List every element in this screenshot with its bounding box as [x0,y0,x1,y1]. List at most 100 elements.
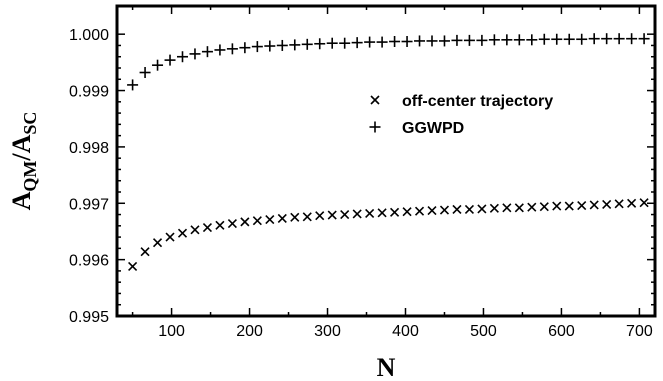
x-marker-stroke [527,202,537,212]
data-point-ggwpd [176,51,188,63]
series-ggwpd [127,33,650,91]
x-tick-label: 300 [314,323,341,340]
data-point-off-center [377,208,387,218]
legend-marker-ggwpd [369,121,381,133]
data-point-ggwpd [476,34,488,46]
data-point-off-center [439,205,450,215]
x-marker-stroke [514,203,524,213]
x-marker-stroke [215,220,225,230]
x-marker-stroke [439,205,450,215]
data-point-ggwpd [426,35,438,47]
x-marker-stroke [452,204,462,215]
x-marker-stroke [140,247,150,257]
data-point-ggwpd [152,59,164,71]
legend: off-center trajectory GGWPD [369,93,553,137]
data-point-off-center [340,209,350,220]
data-point-ggwpd [276,39,288,51]
data-point-off-center [190,225,200,235]
data-point-ggwpd [438,35,450,47]
x-marker-stroke [627,198,637,208]
y-tick-labels: 0.995 0.996 0.997 0.998 0.999 1.000 [69,27,109,326]
data-point-off-center [265,215,275,225]
data-point-off-center [414,206,425,216]
data-point-ggwpd [463,34,475,46]
data-point-ggwpd [513,34,525,46]
data-point-off-center [552,201,562,211]
x-marker-stroke [165,232,175,242]
x-marker-stroke [414,206,425,216]
x-marker-stroke [639,198,649,208]
y-axis-label-sub-qm: QM [20,161,40,192]
data-point-ggwpd [301,38,313,50]
x-marker-stroke [370,95,380,105]
data-point-off-center [165,232,175,242]
y-axis-label: AQM/ASC [7,112,40,211]
data-point-ggwpd [538,33,550,45]
data-point-ggwpd [563,33,575,45]
data-point-ggwpd [488,34,500,46]
data-point-off-center [627,198,637,208]
x-marker-stroke [390,207,400,217]
data-point-off-center [602,199,612,209]
x-marker-stroke [539,202,549,212]
x-marker-stroke [315,211,325,221]
data-point-ggwpd [226,43,238,55]
data-point-off-center [514,203,524,213]
y-tick-label: 0.995 [69,309,109,326]
x-marker-stroke [477,204,487,214]
data-point-ggwpd [451,34,463,46]
data-point-off-center [639,198,649,208]
data-point-off-center [365,208,375,218]
data-point-ggwpd [389,36,401,48]
data-point-ggwpd [339,37,351,49]
data-point-off-center [315,211,325,221]
data-point-ggwpd [551,33,563,45]
data-points [127,33,650,271]
x-marker-stroke [564,201,574,211]
data-point-ggwpd [214,44,226,56]
data-point-ggwpd [264,40,276,52]
data-point-off-center [564,201,574,211]
x-marker-stroke [177,228,188,238]
data-point-off-center [277,213,287,224]
data-point-ggwpd [588,33,600,45]
data-point-off-center [140,247,150,257]
x-marker-stroke [602,199,612,209]
data-point-off-center [390,207,400,217]
x-marker-stroke [352,209,362,219]
plot-frame [115,4,657,318]
data-point-off-center [614,199,624,209]
data-point-ggwpd [239,42,251,54]
x-marker-stroke [227,218,237,229]
x-marker-stroke [464,204,474,215]
data-point-ggwpd [189,48,201,60]
data-point-off-center [152,238,163,248]
legend-label-ggwpd: GGWPD [402,120,464,137]
data-point-off-center [402,207,412,217]
data-point-off-center [252,216,262,226]
axis-ticks [117,6,655,317]
y-axis-label-sub-sc: SC [20,112,40,135]
x-marker-stroke [577,200,587,211]
data-point-ggwpd [501,34,513,46]
data-point-off-center [589,200,599,210]
data-point-ggwpd [376,36,388,48]
data-point-off-center [215,220,225,230]
data-point-ggwpd [314,38,326,50]
data-point-off-center [177,228,188,238]
x-tick-label: 500 [470,323,497,340]
y-axis-label-main: A [7,191,36,210]
legend-plus-marker [369,121,381,133]
x-marker-stroke [290,212,300,222]
x-marker-stroke [614,199,624,209]
x-marker-stroke [265,215,275,225]
x-marker-stroke [240,217,250,227]
x-marker-stroke [152,238,163,248]
data-point-off-center [427,206,437,216]
data-point-ggwpd [127,79,139,91]
legend-x-marker [370,95,380,105]
y-tick-label: 0.998 [69,140,109,157]
x-tick-labels: 100 200 300 400 500 600 700 [158,323,653,340]
x-tick-label: 200 [236,323,263,340]
